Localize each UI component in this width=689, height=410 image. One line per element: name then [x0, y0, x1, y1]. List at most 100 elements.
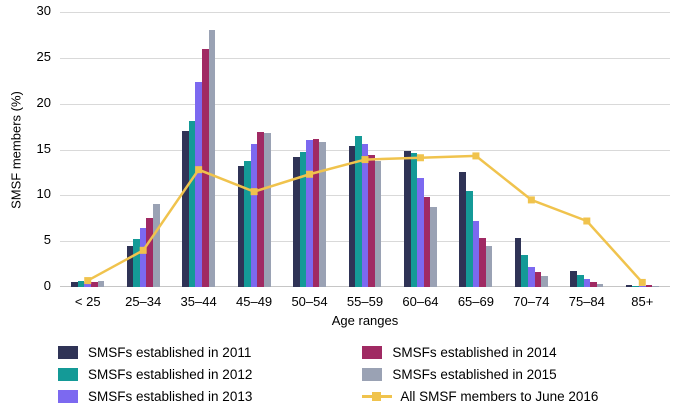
legend-swatch-icon: [362, 345, 383, 359]
bar-25–34-series-0: [126, 245, 134, 287]
x-tick-label: 85+: [631, 294, 654, 309]
x-tick-label: 70–74: [513, 294, 550, 309]
bar-35–44-series-3: [201, 48, 209, 287]
bar-75–84-series-2: [583, 278, 591, 287]
legend-swatch-icon: [362, 367, 383, 381]
bar-75–84-series-4: [596, 284, 604, 287]
bar-< 25-series-1: [77, 280, 85, 287]
bar-70–74-series-4: [541, 276, 548, 287]
bar-85+-series-1: [632, 286, 639, 287]
bar-60–64-series-0: [403, 151, 411, 287]
legend-line-icon: [362, 390, 393, 403]
legend-swatch-icon: [58, 367, 78, 381]
bar-60–64-series-1: [410, 153, 418, 287]
y-tick-label: 15: [36, 140, 51, 156]
bar-50–54-series-1: [299, 152, 307, 287]
legend-label: SMSFs established in 2015: [392, 366, 557, 382]
bar-50–54-series-2: [306, 140, 313, 287]
bar-45–49-series-1: [244, 161, 251, 287]
bar-25–34-series-2: [139, 228, 147, 287]
plot-area: 0 5 10 15 20 25 30 < 25 25–34 35–44 45–49 50–54 55–5…: [37, 3, 670, 309]
x-tick-label: 25–34: [125, 294, 162, 309]
x-tick-label: 50–54: [291, 294, 328, 309]
bar-25–34-series-1: [133, 239, 140, 287]
bar-65–69-series-1: [466, 190, 473, 287]
bar-60–64-series-4: [430, 207, 437, 287]
legend: SMSFs established in 2011 SMSFs establish…: [58, 341, 598, 407]
y-tick-label: 20: [36, 94, 51, 110]
bar-25–34-series-4: [153, 203, 160, 287]
legend-item-series-3: SMSFs established in 2014: [362, 341, 598, 363]
bar-60–64-series-2: [417, 177, 424, 287]
x-tick-label: 75–84: [568, 294, 605, 309]
x-tick-label: 35–44: [180, 294, 217, 309]
bar-70–74-series-1: [521, 254, 529, 287]
bar-70–74-series-0: [514, 238, 522, 287]
bar-< 25-series-4: [97, 280, 105, 287]
bar-< 25-series-3: [91, 281, 98, 287]
bar-85+-series-3: [645, 285, 653, 287]
bar-50–54-series-0: [293, 156, 300, 287]
legend-swatch-icon: [58, 389, 78, 403]
legend-label: All SMSF members to June 2016: [400, 388, 599, 404]
y-tick-label: 0: [43, 278, 51, 293]
bar-65–69-series-2: [472, 221, 480, 287]
bar-55–59-series-1: [355, 135, 362, 287]
bar-55–59-series-2: [361, 144, 369, 287]
bar-65–69-series-4: [485, 245, 493, 287]
bar-60–64-series-3: [423, 197, 431, 287]
legend-label: SMSFs established in 2012: [88, 366, 253, 382]
bar-35–44-series-0: [182, 131, 189, 287]
legend-item-series-2: SMSFs established in 2013: [58, 385, 252, 407]
bar-70–74-series-3: [534, 272, 542, 287]
line-marker: [416, 154, 424, 162]
legend-label: SMSFs established in 2014: [392, 344, 557, 360]
x-tick-label: 60–64: [402, 294, 439, 309]
bar-70–74-series-2: [528, 266, 535, 287]
bar-55–59-series-0: [348, 145, 356, 287]
gridline: [60, 57, 670, 59]
legend-item-series-5: All SMSF members to June 2016: [362, 385, 598, 407]
y-tick-label: 30: [36, 3, 51, 18]
legend-item-series-1: SMSFs established in 2012: [58, 363, 252, 385]
x-tick-label: 45–49: [236, 294, 273, 309]
line-marker: [472, 152, 480, 160]
bar-65–69-series-3: [479, 238, 486, 287]
line-marker: [527, 196, 535, 204]
bar-< 25-series-0: [71, 282, 78, 287]
bar-85+-series-0: [625, 285, 633, 287]
gridline: [60, 103, 670, 105]
legend-swatch-icon: [58, 345, 78, 359]
legend-item-series-0: SMSFs established in 2011: [58, 341, 252, 363]
bar-75–84-series-3: [590, 282, 597, 287]
bar-< 25-series-2: [84, 282, 92, 287]
legend-label: SMSFs established in 2011: [88, 344, 252, 360]
legend-label: SMSFs established in 2013: [88, 388, 253, 404]
legend-item-series-4: SMSFs established in 2015: [362, 363, 598, 385]
bar-35–44-series-2: [195, 81, 202, 287]
bar-45–49-series-0: [237, 166, 245, 287]
bar-35–44-series-4: [208, 30, 216, 287]
x-tick-label: 55–59: [346, 294, 384, 309]
bar-65–69-series-0: [459, 172, 466, 287]
bar-75–84-series-0: [570, 270, 577, 287]
bar-50–54-series-4: [319, 142, 327, 287]
line-marker: [583, 217, 591, 225]
y-tick-label: 10: [36, 186, 51, 202]
bar-55–59-series-3: [368, 155, 375, 287]
legend-line-marker: [372, 391, 382, 401]
bar-55–59-series-4: [374, 161, 382, 287]
bar-35–44-series-1: [188, 121, 196, 287]
bar-25–34-series-3: [146, 218, 154, 287]
bar-45–49-series-4: [263, 133, 271, 287]
y-tick-label: 5: [43, 232, 51, 248]
gridline: [60, 12, 670, 13]
bar-85+-series-4: [652, 286, 659, 287]
x-tick-label: < 25: [74, 294, 101, 309]
bar-45–49-series-2: [250, 144, 258, 287]
bar-50–54-series-3: [312, 139, 320, 287]
x-axis-title: Age ranges: [331, 313, 399, 328]
y-tick-label: 25: [36, 48, 51, 64]
bar-45–49-series-3: [257, 132, 264, 287]
